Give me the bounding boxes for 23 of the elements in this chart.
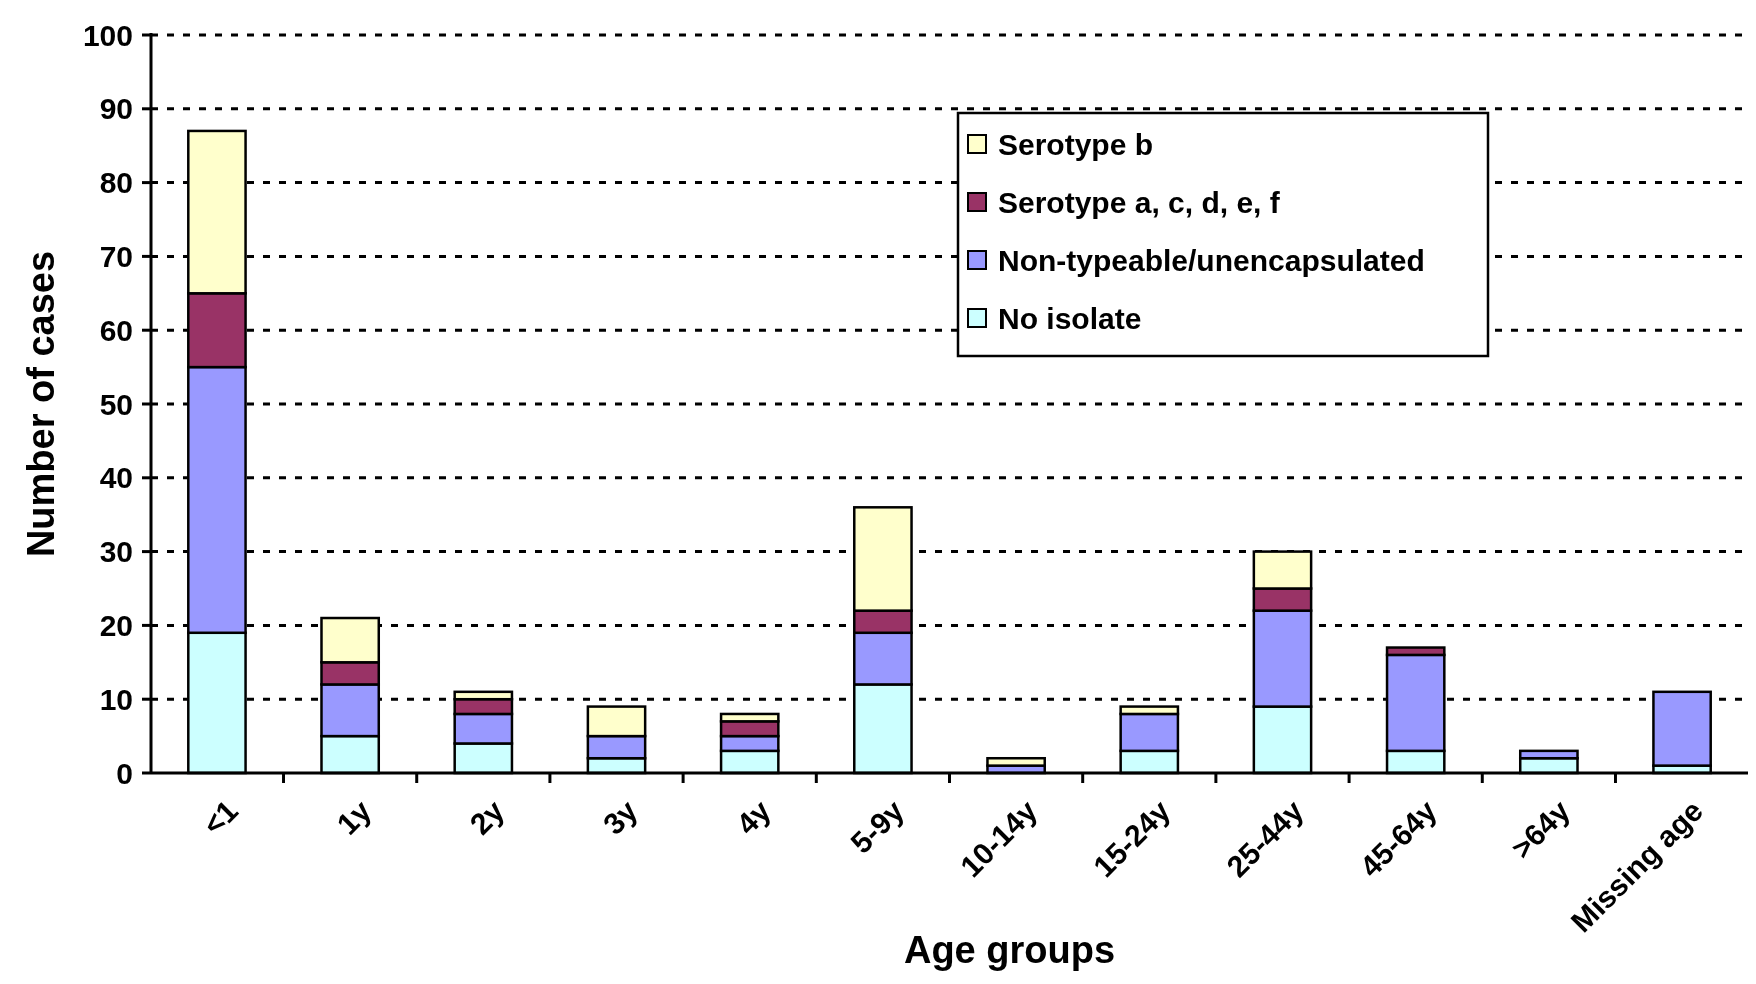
- y-tick-label: 100: [82, 18, 133, 52]
- y-tick-label: 50: [99, 387, 133, 421]
- y-tick-label: 80: [99, 166, 133, 200]
- y-axis-title: Number of cases: [20, 250, 62, 558]
- y-tick-label: 10: [99, 682, 133, 716]
- x-tick-label: 3y: [596, 793, 644, 841]
- legend-label: Non-typeable/unencapsulated: [998, 243, 1425, 277]
- x-tick-label: 4y: [729, 793, 778, 841]
- legend-label: Serotype b: [998, 127, 1154, 161]
- y-tick-label: 90: [99, 92, 133, 126]
- legend-label: Serotype a, c, d, e, f: [998, 185, 1281, 219]
- x-tick-label: 5-9y: [844, 793, 911, 860]
- y-tick-label: 20: [99, 608, 133, 642]
- y-tick-label: 70: [99, 239, 133, 273]
- y-tick-label: 40: [99, 461, 133, 495]
- x-tick-label: 2y: [463, 793, 511, 841]
- x-tick-label: 1y: [330, 793, 378, 841]
- y-tick-label: 60: [99, 313, 133, 347]
- x-axis-title: Age groups: [903, 929, 1116, 971]
- y-tick-label: 30: [99, 535, 133, 569]
- legend-label: No isolate: [998, 301, 1142, 335]
- y-tick-label: 0: [116, 756, 133, 790]
- x-tick-label: <1: [196, 793, 245, 842]
